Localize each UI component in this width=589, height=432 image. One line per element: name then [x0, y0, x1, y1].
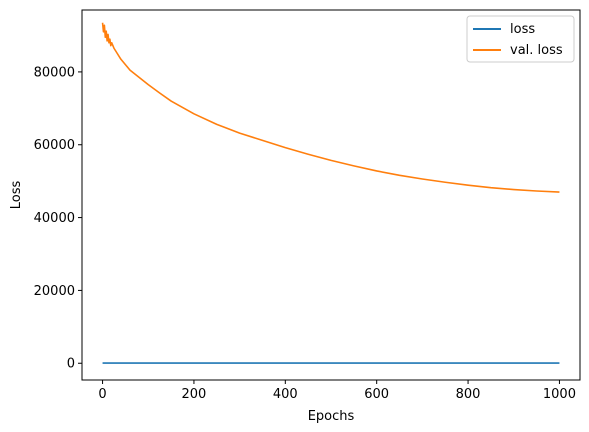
y-axis-title: Loss — [9, 181, 24, 210]
plot-area — [81, 9, 581, 381]
x-tick-label: 200 — [182, 387, 207, 402]
y-tick-label: 40000 — [34, 211, 75, 226]
legend-label-val-loss: val. loss — [510, 43, 563, 58]
y-tick-label: 20000 — [34, 284, 75, 299]
x-tick-label: 600 — [364, 387, 389, 402]
x-axis-ticks: 0 200 400 600 800 1000 — [98, 380, 576, 402]
y-tick-label: 80000 — [34, 65, 75, 80]
x-tick-label: 0 — [98, 387, 106, 402]
x-tick-label: 800 — [456, 387, 481, 402]
y-axis-ticks: 0 20000 40000 60000 80000 — [34, 65, 82, 372]
y-tick-label: 0 — [67, 357, 75, 372]
series-line-val-loss — [101, 22, 560, 193]
x-tick-label: 400 — [273, 387, 298, 402]
legend-label-loss: loss — [510, 22, 535, 37]
y-tick-label: 60000 — [34, 138, 75, 153]
x-axis-title: Epochs — [308, 409, 355, 424]
series-layer — [101, 22, 560, 364]
x-tick-label: 1000 — [543, 387, 576, 402]
legend: loss val. loss — [466, 15, 575, 63]
